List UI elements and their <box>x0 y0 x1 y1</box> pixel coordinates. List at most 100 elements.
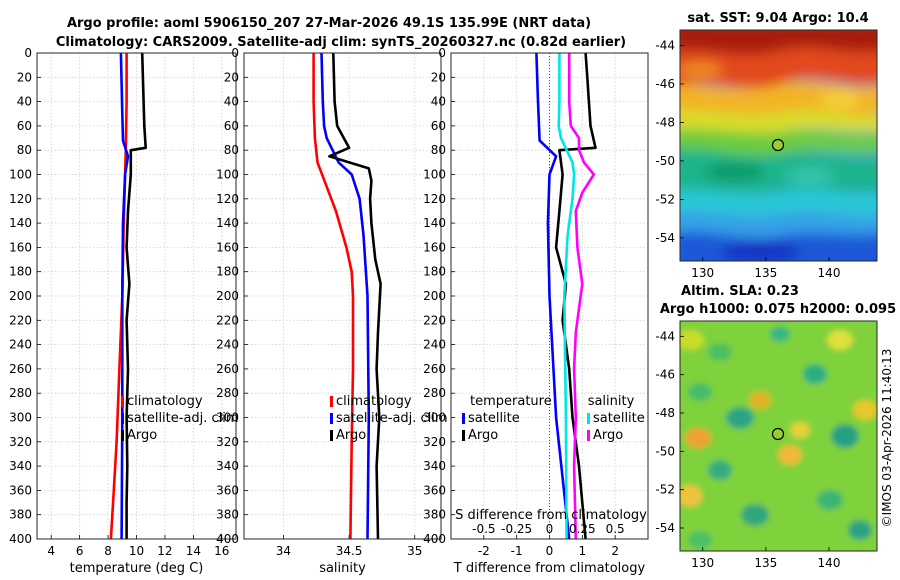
legend-swatch <box>330 430 333 441</box>
x-tick-label: 34.5 <box>336 544 363 558</box>
y-tick-label: 320 <box>423 435 446 449</box>
sla-map: Altim. SLA: 0.23 Argo h1000: 0.075 h2000… <box>655 284 896 570</box>
series-line-s-argo <box>567 53 596 540</box>
s-tick-label: 0.5 <box>606 522 625 536</box>
sst-argo-location-marker <box>771 138 785 152</box>
map-y-tick-label: -46 <box>655 368 675 382</box>
y-tick-label: 220 <box>9 313 32 327</box>
y-tick-label: 360 <box>9 483 32 497</box>
y-tick-label: 40 <box>431 95 446 109</box>
y-tick-label: 0 <box>24 46 32 60</box>
y-tick-label: 60 <box>17 119 32 133</box>
y-tick-label: 340 <box>423 459 446 473</box>
sst-map-axes: 130 135 140 -44 -46 -48 -50 -52 -54 <box>655 38 840 280</box>
axes-box <box>36 52 237 540</box>
y-tick-label: 20 <box>224 70 239 84</box>
map-y-tick-label: -50 <box>655 444 675 458</box>
legend-label: Argo <box>468 428 498 443</box>
y-tick-label: 300 <box>423 411 446 425</box>
y-tick-label: 360 <box>216 483 239 497</box>
series-line-t-satellite <box>535 52 571 540</box>
y-tick-label: 260 <box>423 362 446 376</box>
y-tick-label: 340 <box>9 459 32 473</box>
y-tick-label: 360 <box>423 483 446 497</box>
y-tick-label: 200 <box>423 289 446 303</box>
axes-box <box>450 52 649 540</box>
y-tick-label: 80 <box>224 143 239 157</box>
y-tick-label: 320 <box>216 435 239 449</box>
y-tick-label: 120 <box>423 192 446 206</box>
x-tick-label: -1 <box>511 544 523 558</box>
figure-title-line2: Climatology: CARS2009. Satellite-adj cli… <box>56 35 626 50</box>
y-tick-label: 180 <box>423 265 446 279</box>
y-tick-label: 140 <box>216 216 239 230</box>
legend-label: satellite <box>468 411 520 426</box>
y-tick-label: 60 <box>224 119 239 133</box>
figure-title-line1: Argo profile: aoml 5906150_207 27-Mar-20… <box>67 16 591 31</box>
map-x-tick-label: 135 <box>754 266 777 280</box>
y-tick-label: 160 <box>216 240 239 254</box>
y-tick-label: 20 <box>17 70 32 84</box>
y-tick-label: 380 <box>423 508 446 522</box>
profile-panels: 0204060801001201401601802002202402602803… <box>9 46 649 576</box>
sla-argo-location-marker <box>771 427 785 441</box>
y-tick-label: 380 <box>216 508 239 522</box>
y-tick-label: 400 <box>423 532 446 546</box>
y-tick-label: 260 <box>9 362 32 376</box>
y-tick-label: 0 <box>231 46 239 60</box>
temperature-panel: 0204060801001201401601802002202402602803… <box>9 46 239 576</box>
x-tick-label: 4 <box>47 544 55 558</box>
map-y-tick-label: -48 <box>655 115 675 129</box>
x-tick-label: 34 <box>276 544 291 558</box>
y-tick-label: 280 <box>216 386 239 400</box>
map-y-tick-label: -52 <box>655 192 675 206</box>
y-tick-label: 0 <box>438 46 446 60</box>
map-y-tick-label: -50 <box>655 154 675 168</box>
map-y-tick-label: -44 <box>655 38 675 52</box>
x-tick-label: 12 <box>157 544 172 558</box>
sst-map-title: sat. SST: 9.04 Argo: 10.4 <box>687 11 868 26</box>
y-tick-label: 180 <box>9 265 32 279</box>
legend-swatch <box>587 430 590 441</box>
series-line-climatology <box>312 53 355 540</box>
sla-map-title-line1: Altim. SLA: 0.23 <box>681 284 799 299</box>
legend-swatch <box>330 396 333 407</box>
map-y-tick-label: -44 <box>655 329 675 343</box>
y-tick-label: 100 <box>423 168 446 182</box>
legend-label: Argo <box>593 428 623 443</box>
y-tick-label: 220 <box>423 313 446 327</box>
legend-label: satellite <box>593 411 645 426</box>
y-tick-label: 280 <box>423 386 446 400</box>
y-tick-label: 240 <box>9 338 32 352</box>
x-tick-label: 0 <box>546 544 554 558</box>
legend-label: climatology <box>336 394 412 409</box>
map-y-tick-label: -54 <box>655 231 675 245</box>
x-tick-label: 8 <box>104 544 112 558</box>
map-x-tick-label: 130 <box>691 266 714 280</box>
y-tick-label: 100 <box>216 168 239 182</box>
y-tick-label: 160 <box>423 240 446 254</box>
y-tick-label: 320 <box>9 435 32 449</box>
y-tick-label: 400 <box>9 532 32 546</box>
s-tick-label: -0.5 <box>472 522 495 536</box>
legend-label: satellite-adj. clim <box>127 411 239 426</box>
y-tick-label: 20 <box>431 70 446 84</box>
y-tick-label: 300 <box>216 411 239 425</box>
sla-map-title-line2: Argo h1000: 0.075 h2000: 0.095 <box>660 302 896 317</box>
legend-label: Argo <box>127 428 157 443</box>
y-tick-label: 240 <box>423 338 446 352</box>
y-tick-label: 140 <box>423 216 446 230</box>
y-tick-label: 40 <box>17 95 32 109</box>
y-tick-label: 40 <box>224 95 239 109</box>
map-y-tick-label: -52 <box>655 483 675 497</box>
y-tick-label: 280 <box>9 386 32 400</box>
y-tick-label: 160 <box>9 240 32 254</box>
y-tick-label: 220 <box>216 313 239 327</box>
s-tick-label: 0.25 <box>569 522 596 536</box>
series-line-argo <box>125 52 147 539</box>
legend-swatch <box>462 413 465 424</box>
map-x-tick-label: 130 <box>691 556 714 570</box>
legend-title-temperature: temperature <box>470 394 552 409</box>
legend-swatch <box>587 413 590 424</box>
y-tick-label: 380 <box>9 508 32 522</box>
